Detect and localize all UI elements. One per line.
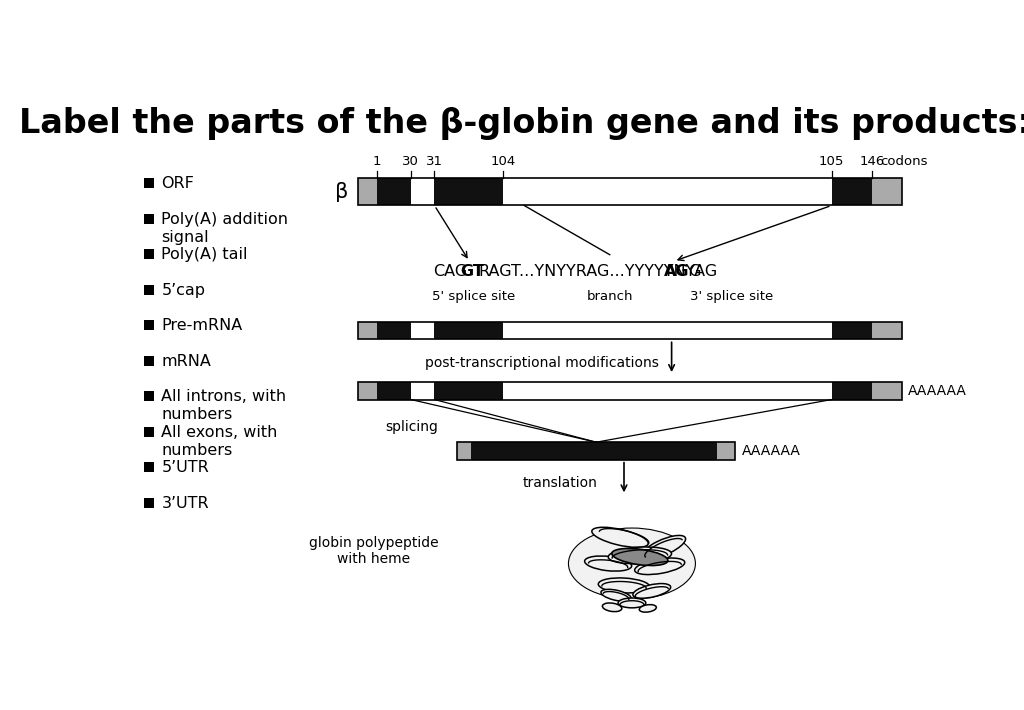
Bar [434,322,503,339]
Text: codons: codons [880,155,928,168]
Text: Poly(A) addition: Poly(A) addition [162,212,289,226]
Text: 5’cap: 5’cap [162,283,206,297]
Bar [358,322,902,339]
Bar [411,382,434,400]
Bar [434,178,503,205]
Bar [143,178,155,188]
Text: All introns, with: All introns, with [162,389,287,404]
Text: 3’UTR: 3’UTR [162,496,209,511]
Text: Label the parts of the β-globin gene and its products:: Label the parts of the β-globin gene and… [18,107,1024,140]
Text: 104: 104 [490,155,515,168]
Bar [358,178,377,205]
Bar [143,320,155,330]
Bar [377,322,411,339]
Bar [143,285,155,295]
Text: G: G [684,263,701,278]
Bar [143,249,155,259]
Bar [872,322,902,339]
Text: globin polypeptide
with heme: globin polypeptide with heme [309,536,439,566]
Text: 3' splice site: 3' splice site [689,290,773,303]
Text: GT: GT [460,263,484,278]
Bar [503,322,831,339]
Ellipse shape [568,528,695,599]
Bar [471,442,529,459]
Bar [358,382,377,400]
Text: All exons, with: All exons, with [162,425,278,440]
Bar [503,178,831,205]
Text: branch: branch [587,290,633,303]
Bar [143,391,155,401]
Text: 5' splice site: 5' splice site [431,290,515,303]
Bar [872,382,902,400]
Text: 30: 30 [402,155,420,168]
Text: splicing: splicing [386,420,438,434]
Bar [143,356,155,366]
Bar [529,442,717,459]
Text: 146: 146 [859,155,885,168]
Bar [503,382,831,400]
Bar [377,382,411,400]
Bar [831,382,872,400]
Bar [358,382,902,400]
Text: 105: 105 [819,155,845,168]
Ellipse shape [585,556,632,571]
Ellipse shape [592,528,648,547]
Text: AAAAAA: AAAAAA [741,444,801,458]
Bar [434,382,503,400]
Ellipse shape [639,605,656,612]
Bar [411,178,434,205]
Ellipse shape [633,584,671,599]
Bar [717,442,735,459]
Bar [831,178,872,205]
Bar [358,322,377,339]
Text: CAG: CAG [433,263,468,278]
Text: 5’UTR: 5’UTR [162,460,209,476]
Text: numbers: numbers [162,443,232,458]
Text: β: β [335,182,348,202]
Text: post-transcriptional modifications: post-transcriptional modifications [425,356,659,370]
Bar [872,178,902,205]
Bar [358,178,902,205]
Text: 31: 31 [426,155,443,168]
Ellipse shape [601,589,631,601]
Text: ORF: ORF [162,176,195,191]
Text: mRNA: mRNA [162,354,211,368]
Ellipse shape [611,548,668,566]
Bar [143,214,155,224]
Text: AG: AG [664,263,689,278]
Ellipse shape [602,603,622,611]
Ellipse shape [608,547,672,564]
Text: signal: signal [162,229,209,245]
Bar [377,178,411,205]
Ellipse shape [642,535,686,559]
Text: Poly(A) tail: Poly(A) tail [162,247,248,262]
Bar [143,462,155,472]
Bar [458,442,735,459]
Bar [143,498,155,508]
Ellipse shape [635,558,685,574]
Text: Pre-mRNA: Pre-mRNA [162,318,243,333]
Text: translation: translation [523,476,598,490]
Ellipse shape [618,598,646,608]
Text: AAAAAA: AAAAAA [908,384,967,398]
Bar [143,427,155,437]
Bar [411,322,434,339]
Ellipse shape [598,578,649,593]
Bar [458,442,471,459]
Text: 1: 1 [373,155,381,168]
Text: RAGT...YNYYRAG...YYYYYNYAG: RAGT...YNYYRAG...YYYYYNYAG [478,263,718,278]
Text: numbers: numbers [162,408,232,422]
Bar [831,322,872,339]
